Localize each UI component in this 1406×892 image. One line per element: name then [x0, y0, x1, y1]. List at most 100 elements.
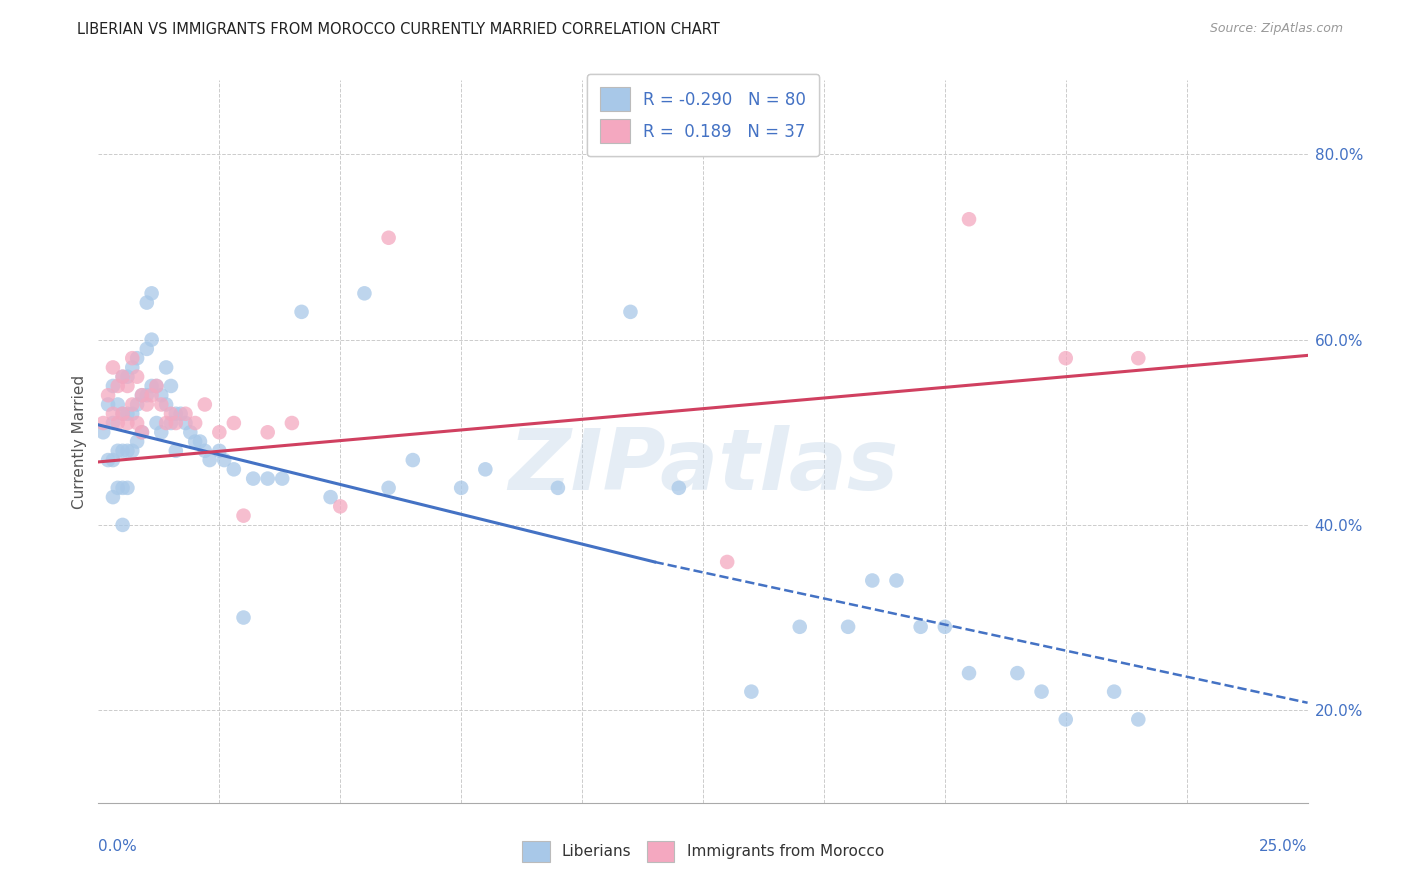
Point — [135, 295, 157, 310]
Point — [1054, 713, 1077, 727]
Point — [716, 555, 738, 569]
Point — [232, 610, 254, 624]
Point — [117, 443, 139, 458]
Point — [107, 481, 129, 495]
Point — [141, 286, 163, 301]
Point — [101, 407, 124, 421]
Point — [141, 379, 163, 393]
Point — [111, 407, 134, 421]
Point — [117, 379, 139, 393]
Point — [329, 500, 352, 514]
Point — [256, 425, 278, 440]
Point — [179, 425, 201, 440]
Point — [789, 620, 811, 634]
Point — [127, 397, 149, 411]
Point — [212, 453, 235, 467]
Point — [121, 360, 143, 375]
Point — [127, 434, 149, 449]
Point — [150, 425, 173, 440]
Point — [127, 351, 149, 366]
Point — [208, 425, 231, 440]
Legend: Liberians, Immigrants from Morocco: Liberians, Immigrants from Morocco — [516, 834, 890, 868]
Point — [107, 416, 129, 430]
Point — [111, 407, 134, 421]
Point — [141, 333, 163, 347]
Point — [97, 397, 120, 411]
Point — [271, 472, 294, 486]
Point — [222, 416, 245, 430]
Point — [141, 388, 163, 402]
Point — [160, 379, 183, 393]
Point — [547, 481, 569, 495]
Point — [91, 416, 114, 430]
Point — [474, 462, 496, 476]
Point — [121, 397, 143, 411]
Point — [97, 388, 120, 402]
Point — [886, 574, 908, 588]
Point — [169, 407, 191, 421]
Text: 25.0%: 25.0% — [1260, 838, 1308, 854]
Point — [145, 379, 167, 393]
Point — [934, 620, 956, 634]
Point — [450, 481, 472, 495]
Point — [1102, 684, 1125, 698]
Point — [184, 434, 207, 449]
Legend: R = -0.290   N = 80, R =  0.189   N = 37: R = -0.290 N = 80, R = 0.189 N = 37 — [586, 74, 820, 156]
Point — [111, 369, 134, 384]
Point — [377, 231, 399, 245]
Point — [910, 620, 932, 634]
Point — [135, 342, 157, 356]
Point — [101, 360, 124, 375]
Point — [198, 453, 221, 467]
Point — [127, 369, 149, 384]
Point — [121, 443, 143, 458]
Point — [121, 407, 143, 421]
Point — [402, 453, 425, 467]
Text: ZIPatlas: ZIPatlas — [508, 425, 898, 508]
Point — [957, 212, 980, 227]
Point — [121, 351, 143, 366]
Point — [174, 416, 197, 430]
Point — [127, 416, 149, 430]
Point — [111, 481, 134, 495]
Point — [117, 369, 139, 384]
Point — [107, 397, 129, 411]
Point — [107, 379, 129, 393]
Point — [160, 407, 183, 421]
Point — [290, 305, 312, 319]
Point — [145, 379, 167, 393]
Point — [174, 407, 197, 421]
Point — [101, 379, 124, 393]
Point — [222, 462, 245, 476]
Point — [860, 574, 883, 588]
Point — [188, 434, 211, 449]
Point — [145, 416, 167, 430]
Point — [91, 425, 114, 440]
Point — [131, 425, 153, 440]
Point — [1054, 351, 1077, 366]
Point — [242, 472, 264, 486]
Point — [256, 472, 278, 486]
Point — [353, 286, 375, 301]
Point — [208, 443, 231, 458]
Point — [150, 397, 173, 411]
Point — [740, 684, 762, 698]
Y-axis label: Currently Married: Currently Married — [72, 375, 87, 508]
Point — [97, 453, 120, 467]
Point — [319, 490, 342, 504]
Point — [232, 508, 254, 523]
Point — [957, 666, 980, 681]
Point — [184, 416, 207, 430]
Point — [111, 369, 134, 384]
Text: Source: ZipAtlas.com: Source: ZipAtlas.com — [1209, 22, 1343, 36]
Point — [117, 416, 139, 430]
Point — [117, 481, 139, 495]
Point — [837, 620, 859, 634]
Point — [194, 397, 217, 411]
Point — [135, 397, 157, 411]
Point — [281, 416, 304, 430]
Point — [101, 416, 124, 430]
Point — [1007, 666, 1029, 681]
Point — [155, 397, 177, 411]
Point — [101, 453, 124, 467]
